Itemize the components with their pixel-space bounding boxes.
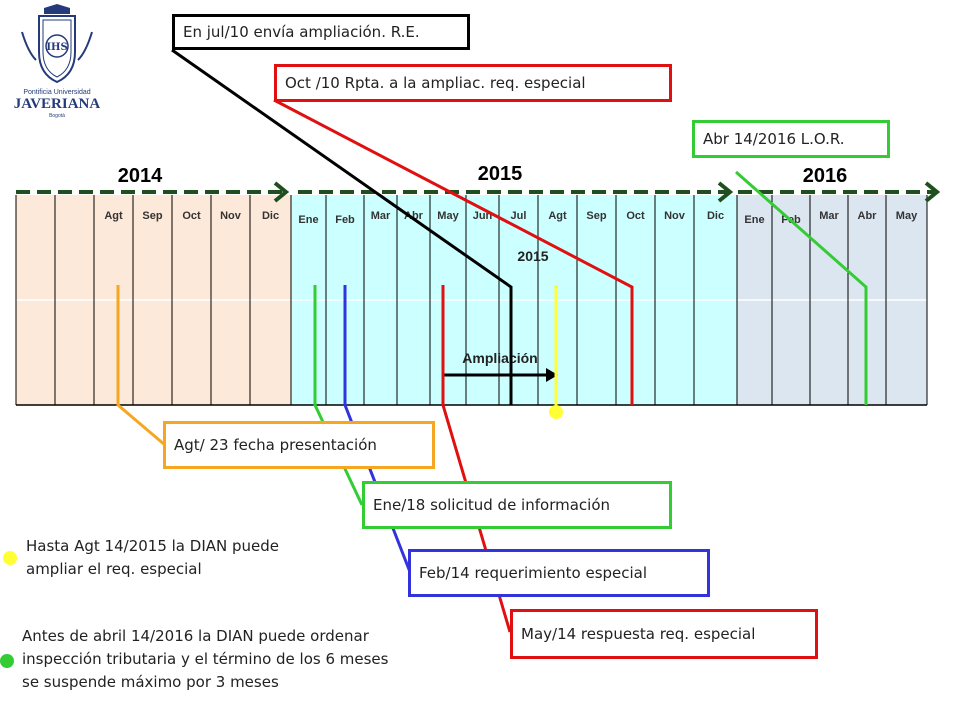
month-label: Mar — [371, 210, 391, 222]
month-grid — [15, 195, 928, 405]
logo-seal-text: IHS — [46, 42, 67, 53]
university-logo: IHS Pontificia Universidad JAVERIANA Bog… — [14, 2, 100, 120]
legend-green-dot — [0, 654, 14, 668]
month-label: Abr — [404, 210, 424, 222]
note-yellow: Hasta Agt 14/2015 la DIAN puede ampliar … — [26, 535, 279, 581]
year-label-2016: 2016 — [803, 165, 848, 187]
month-label: Agt — [104, 210, 123, 222]
month-label: Ene — [298, 214, 318, 226]
legend-yellow-dot — [3, 551, 17, 565]
year-arrowhead — [273, 181, 290, 203]
event-line-oct10 — [273, 98, 634, 405]
month-label: May — [437, 210, 459, 222]
month-label: Oct — [182, 210, 201, 222]
ampliacion-label: Ampliación — [462, 350, 537, 366]
note-green-line2: inspección tributaria y el término de lo… — [22, 650, 389, 668]
callout-ene18: Ene/18 solicitud de información — [362, 481, 672, 529]
month-label: May — [896, 210, 918, 222]
year-label-2014: 2014 — [118, 165, 163, 187]
event-line-abr14 — [735, 170, 868, 405]
ampliacion-year-label: 2015 — [517, 248, 548, 264]
event-line-jul10 — [171, 48, 513, 405]
month-label: Mar — [819, 210, 839, 222]
callout-oct10: Oct /10 Rpta. a la ampliac. req. especia… — [274, 64, 672, 102]
month-label: Agt — [548, 210, 567, 222]
month-label: Nov — [664, 210, 686, 222]
month-label: Dic — [707, 210, 724, 222]
month-label: Sep — [142, 210, 162, 222]
callout-jul10: En jul/10 envía ampliación. R.E. — [172, 14, 470, 50]
note-yellow-line2: ampliar el req. especial — [26, 560, 202, 578]
month-label: Jul — [511, 210, 527, 222]
yellow-dot-marker — [549, 405, 563, 419]
event-line-agt23 — [116, 285, 166, 447]
callout-feb14: Feb/14 requerimiento especial — [408, 549, 710, 597]
callout-agt23: Agt/ 23 fecha presentación — [163, 421, 435, 469]
note-yellow-line1: Hasta Agt 14/2015 la DIAN puede — [26, 537, 280, 555]
month-label: Nov — [220, 210, 242, 222]
event-line-ene18 — [313, 285, 364, 506]
month-label: Ene — [744, 214, 764, 226]
year-label-2015: 2015 — [478, 163, 523, 185]
month-label: Sep — [586, 210, 606, 222]
month-labels: Agt Sep Oct Nov Dic Ene Feb Mar Abr May Jun Jul Agt S… — [104, 210, 918, 226]
callout-abr14: Abr 14/2016 L.O.R. — [692, 120, 890, 158]
month-label: Feb — [335, 214, 355, 226]
year-arrowhead — [924, 181, 941, 203]
logo-line2: JAVERIANA — [14, 96, 100, 112]
note-green: Antes de abril 14/2016 la DIAN puede ord… — [22, 625, 388, 694]
year-arrowhead — [717, 181, 734, 203]
note-green-line3: se suspende máximo por 3 meses — [22, 673, 279, 691]
year-arrows — [16, 181, 941, 203]
logo-line3: Bogotá — [49, 113, 65, 119]
month-label: Abr — [858, 210, 878, 222]
month-label: Dic — [262, 210, 279, 222]
note-green-line1: Antes de abril 14/2016 la DIAN puede ord… — [22, 627, 369, 645]
ampliacion-arrowhead — [546, 368, 558, 382]
month-label: Oct — [626, 210, 645, 222]
logo-line1: Pontificia Universidad — [23, 89, 90, 96]
callout-may14: May/14 respuesta req. especial — [510, 609, 818, 659]
